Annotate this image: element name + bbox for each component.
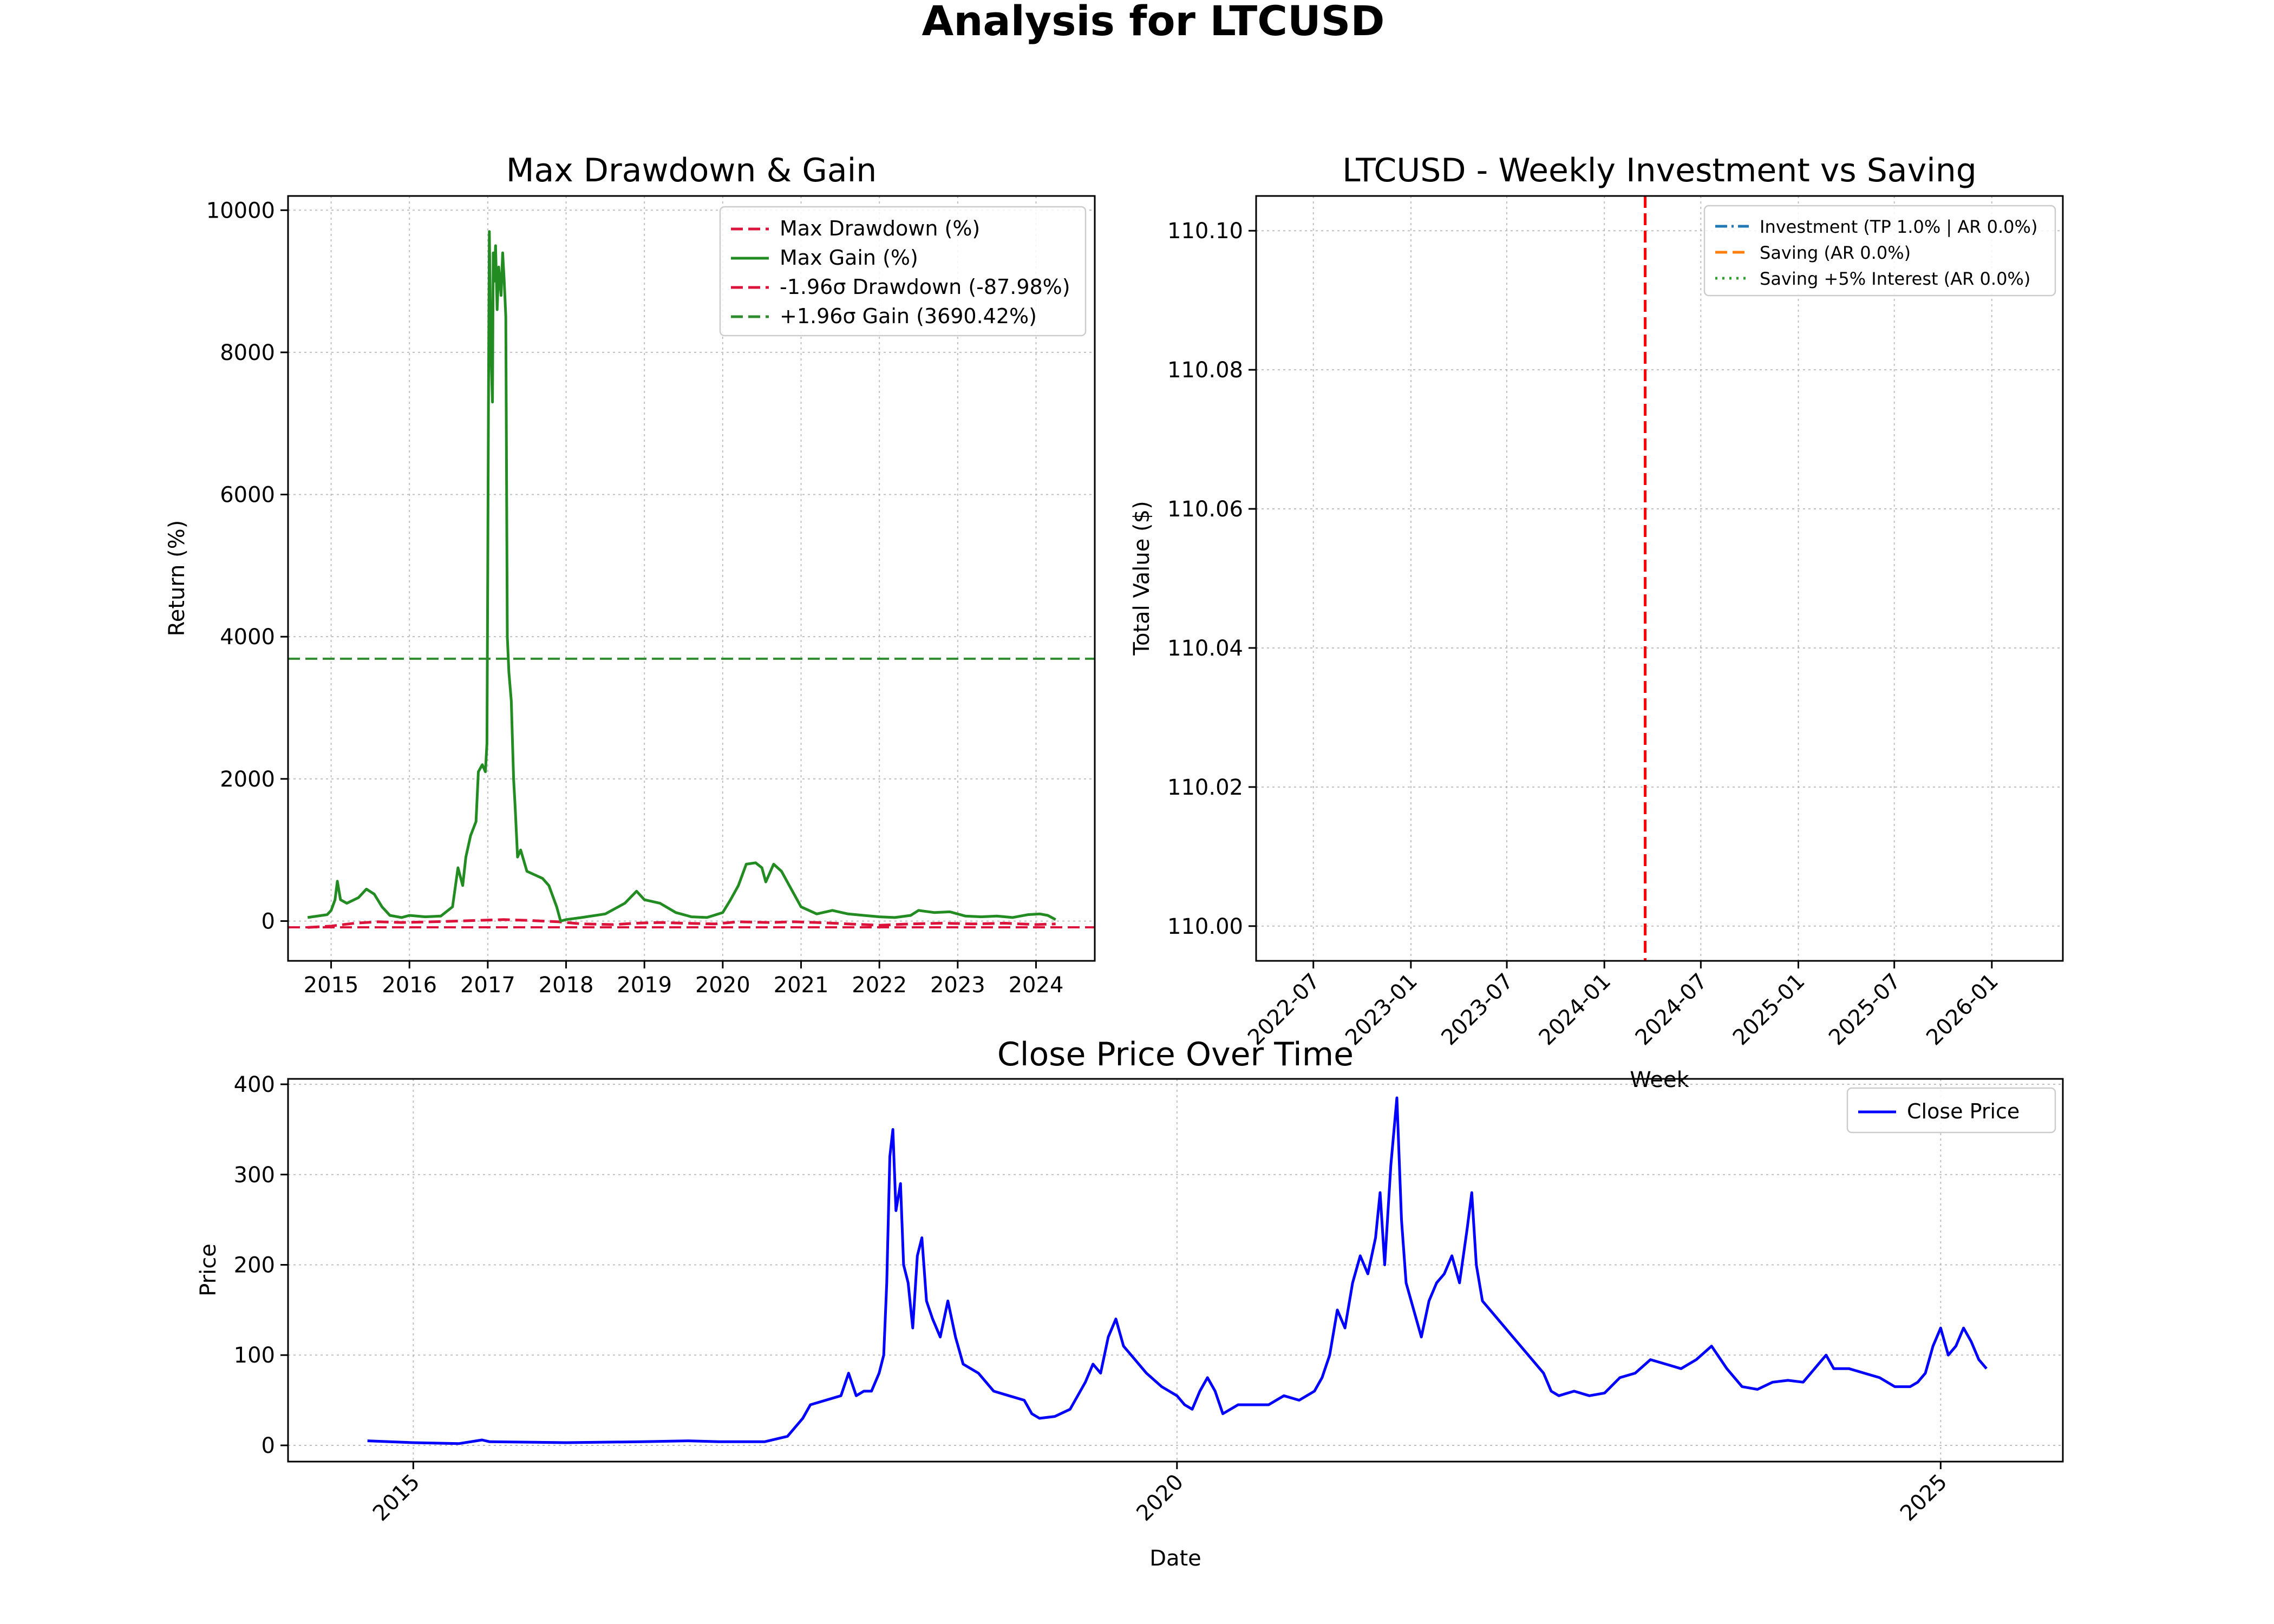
weekly_investment-legend-label-saving-ar-0-0: Saving (AR 0.0%) [1760, 243, 1911, 263]
drawdown_gain-xtick-2019: 2019 [617, 973, 672, 998]
drawdown_gain-xtick-2023: 2023 [930, 973, 985, 998]
close_price-xtick-2020: 2020 [1132, 1470, 1188, 1527]
weekly_investment-ytick-110-06: 110.06 [1167, 497, 1243, 522]
drawdown_gain-xtick-2021: 2021 [774, 973, 829, 998]
weekly_investment-ytick-110-04: 110.04 [1167, 636, 1243, 661]
figure-suptitle: Analysis for LTCUSD [922, 0, 1385, 45]
drawdown-gain-ylabel: Return (%) [165, 520, 190, 637]
close_price-ytick-100: 100 [234, 1343, 275, 1368]
weekly-investment-ticks: 2022-07 2023-01 2023-07 2024-01 2024-07 2025-… [1167, 219, 2003, 1050]
drawdown_gain-legend-label-max-drawdown: Max Drawdown (%) [780, 217, 980, 240]
weekly-investment-grid [1256, 196, 2063, 961]
close-price-xlabel: Date [1149, 1546, 1201, 1571]
weekly_investment-xtick-2025-07: 2025-07 [1824, 969, 1906, 1051]
drawdown-gain-ticks: 2015 2016 2017 2018 2019 2020 2021 2022 2023 2024… [206, 198, 1064, 998]
drawdown_gain-xtick-2015: 2015 [304, 973, 359, 998]
drawdown_gain-xtick-2024: 2024 [1009, 973, 1064, 998]
drawdown_gain-legend-box [719, 206, 1087, 337]
close-price-title: Close Price Over Time [997, 1036, 1354, 1073]
weekly_investment-xtick-2024-07: 2024-07 [1631, 969, 1713, 1051]
close-price-legend: Close Price [1846, 1087, 2056, 1134]
drawdown_gain-series-max-drawdown [308, 918, 1056, 929]
close_price-xtick-2015: 2015 [368, 1470, 425, 1527]
drawdown_gain-ytick-4000: 4000 [220, 625, 275, 650]
close-price-grid [288, 1079, 2063, 1462]
weekly_investment-ytick-110-10: 110.10 [1167, 219, 1243, 244]
close_price-xtick-2025: 2025 [1896, 1470, 1952, 1527]
weekly_investment-ytick-110-00: 110.00 [1167, 914, 1243, 939]
weekly_investment-ytick-110-08: 110.08 [1167, 358, 1243, 383]
drawdown-gain-panel: 2015 2016 2017 2018 2019 2020 2021 2022 2023 2024… [165, 152, 1096, 998]
drawdown-gain-title: Max Drawdown & Gain [506, 152, 877, 189]
drawdown_gain-ytick-0: 0 [262, 909, 275, 934]
weekly_investment-legend-label-saving-5-interest-ar-0-0: Saving +5% Interest (AR 0.0%) [1760, 269, 2030, 289]
weekly_investment-legend-box [1703, 205, 2056, 297]
weekly-investment-title: LTCUSD - Weekly Investment vs Saving [1342, 152, 1977, 189]
close-price-panel: 2015 2020 2025 0 100 200 300 400 Close Price Ov… [196, 1036, 2064, 1571]
drawdown_gain-legend-label-max-gain: Max Gain (%) [780, 246, 918, 270]
weekly_investment-xtick-2023-07: 2023-07 [1436, 969, 1518, 1051]
drawdown_gain-ytick-8000: 8000 [220, 340, 275, 365]
close_price-legend-label-close-price: Close Price [1907, 1099, 2020, 1123]
drawdown_gain-ytick-6000: 6000 [220, 483, 275, 508]
drawdown_gain-legend-label-1-96-gain-3690-42: +1.96σ Gain (3690.42%) [780, 304, 1037, 328]
drawdown_gain-xtick-2020: 2020 [695, 973, 750, 998]
drawdown_gain-legend-label-1-96-drawdown-87-98: -1.96σ Drawdown (-87.98%) [780, 275, 1070, 299]
weekly-investment-xlabel: Week [1630, 1068, 1689, 1092]
drawdown_gain-xtick-2018: 2018 [539, 973, 594, 998]
weekly_investment-ytick-110-02: 110.02 [1167, 775, 1243, 800]
weekly-investment-panel: 2022-07 2023-01 2023-07 2024-01 2024-07 2025-… [1129, 152, 2064, 1092]
drawdown_gain-xtick-2017: 2017 [460, 973, 515, 998]
close-price-series [367, 1096, 1988, 1445]
drawdown_gain-series-max-gain [307, 230, 1056, 922]
weekly_investment-xtick-2026-01: 2026-01 [1922, 969, 2003, 1051]
close_price-ytick-400: 400 [234, 1072, 275, 1097]
close-price-ylabel: Price [196, 1243, 221, 1296]
drawdown_gain-ytick-2000: 2000 [220, 767, 275, 792]
drawdown_gain-ytick-10000: 10000 [206, 198, 275, 223]
close_price-ytick-0: 0 [262, 1433, 275, 1458]
drawdown_gain-xtick-2016: 2016 [382, 973, 437, 998]
close_price-series-close-price [367, 1096, 1988, 1445]
drawdown-gain-series [288, 230, 1095, 929]
drawdown_gain-xtick-2022: 2022 [852, 973, 907, 998]
close_price-ytick-200: 200 [234, 1253, 275, 1278]
weekly_investment-xtick-2024-01: 2024-01 [1534, 969, 1616, 1051]
weekly_investment-legend-label-investment-tp-1-0-ar-0-0: Investment (TP 1.0% | AR 0.0%) [1760, 217, 2037, 237]
drawdown-gain-legend: Max Drawdown (%) Max Gain (%) -1.96σ Drawd… [719, 206, 1087, 337]
weekly-investment-ylabel: Total Value ($) [1129, 501, 1154, 656]
weekly-investment-legend: Investment (TP 1.0% | AR 0.0%) Saving (AR… [1703, 205, 2056, 297]
weekly_investment-xtick-2025-01: 2025-01 [1728, 969, 1810, 1051]
close_price-ytick-300: 300 [234, 1163, 275, 1188]
close_price-legend-box [1846, 1087, 2056, 1134]
close-price-ticks: 2015 2020 2025 0 100 200 300 400 [234, 1072, 1952, 1526]
